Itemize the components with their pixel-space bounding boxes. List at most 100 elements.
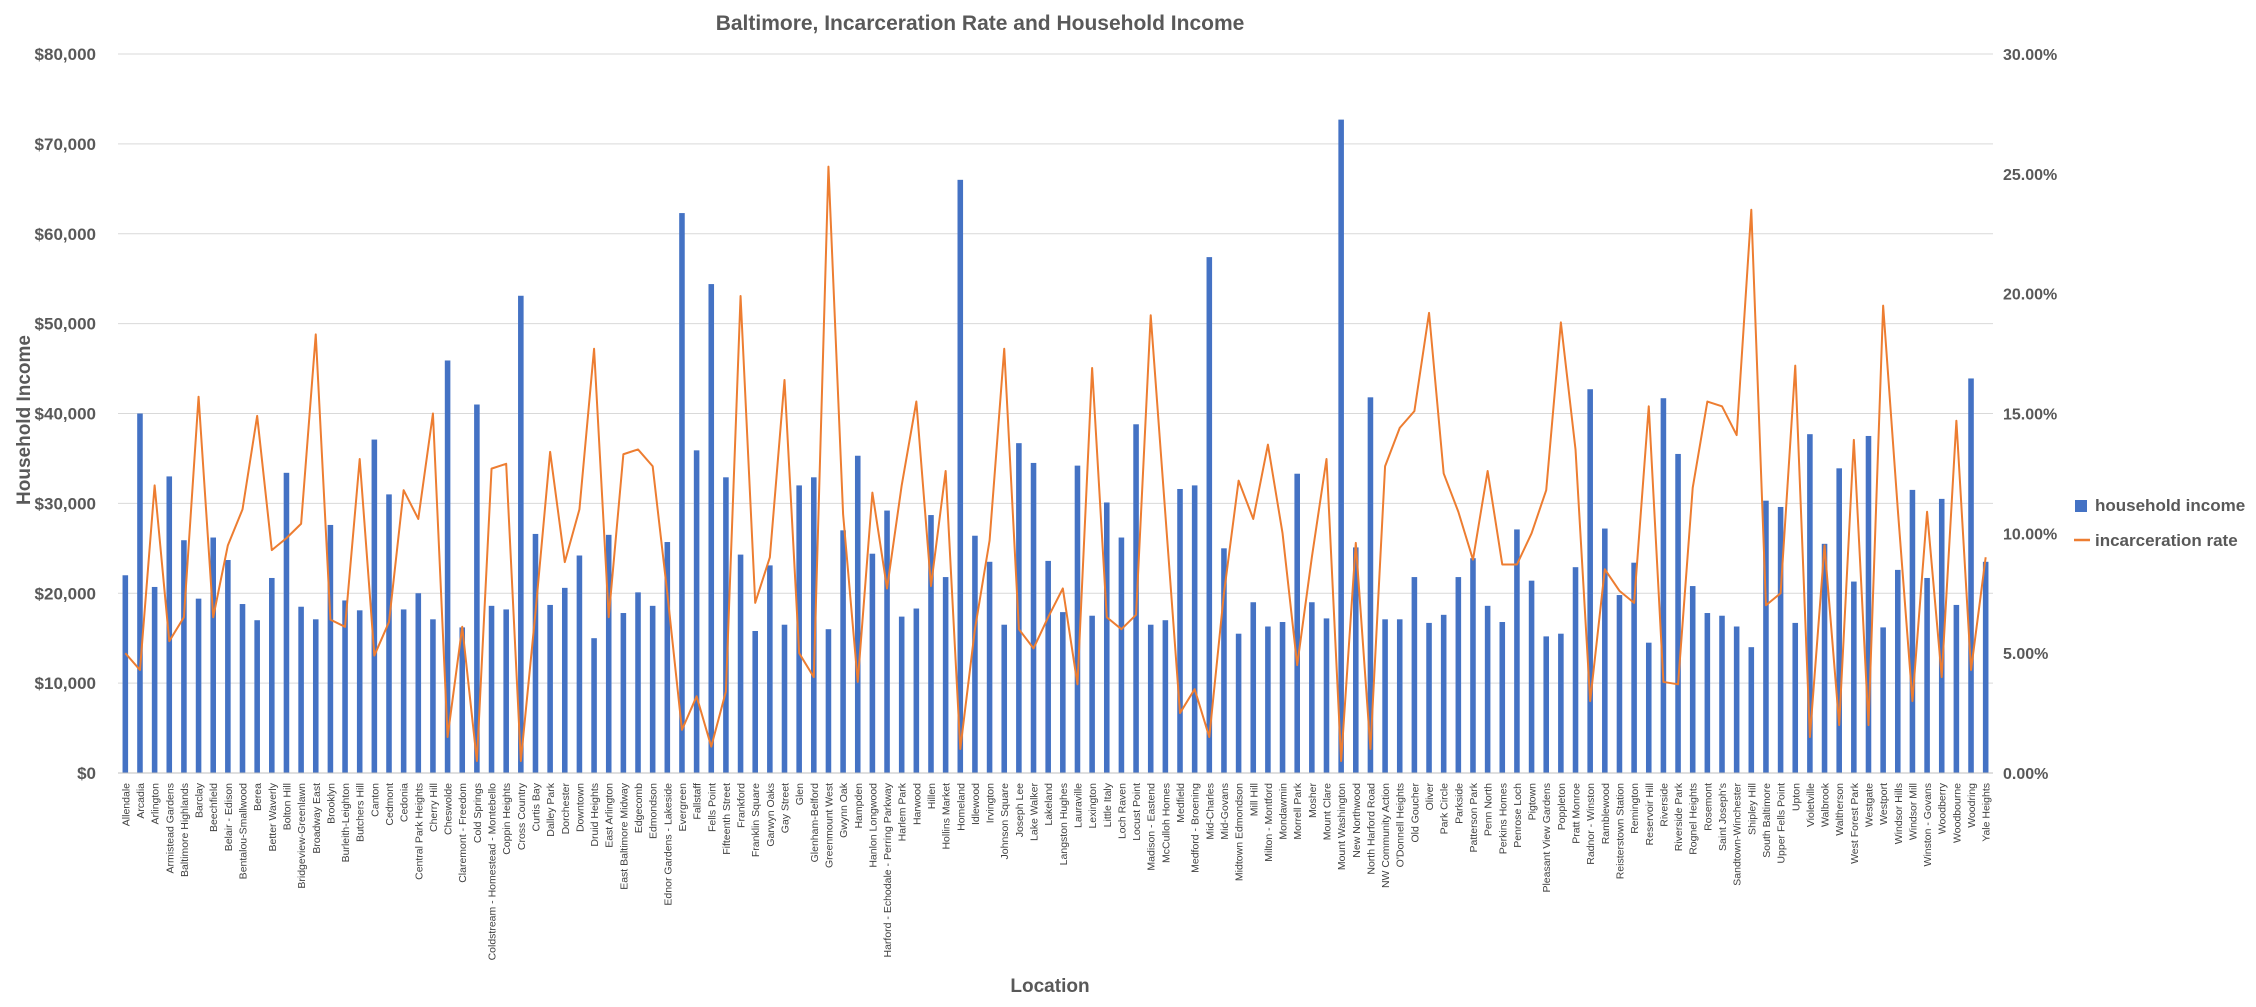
y2-tick-label: 10.00%	[2003, 526, 2057, 543]
x-tick-label: Armistead Gardens	[164, 783, 176, 873]
y2-tick-label: 15.00%	[2003, 407, 2057, 424]
y2-tick-label: 30.00%	[2003, 47, 2057, 64]
x-tick-label: Edgecomb	[633, 783, 645, 833]
bar	[1587, 389, 1593, 773]
x-tick-label: Idlewood	[970, 783, 982, 825]
bar	[225, 559, 231, 773]
x-tick-label: Woodbourne	[1951, 783, 1963, 843]
x-tick-label: Franklin Square	[750, 783, 762, 857]
bar	[386, 494, 392, 773]
x-tick-label: Harwood	[911, 783, 923, 825]
bar	[1338, 119, 1344, 773]
bar	[1645, 642, 1652, 773]
bar	[298, 606, 304, 773]
bar	[1250, 602, 1257, 773]
x-tick-label: NW Community Action	[1380, 783, 1392, 888]
x-tick-label: Cold Springs	[472, 783, 484, 843]
x-tick-label: Violetville	[1805, 783, 1817, 827]
bar	[811, 477, 817, 773]
bar	[1689, 586, 1696, 773]
x-tick-label: Yale Heights	[1981, 783, 1993, 842]
bar	[1279, 622, 1286, 773]
legend-label-income: household income	[2095, 496, 2245, 515]
x-tick-label: Harford - Echodale - Perring Parkway	[882, 782, 894, 957]
x-tick-label: South Baltimore	[1761, 783, 1773, 858]
bar	[986, 561, 993, 773]
bar	[459, 627, 466, 773]
bar	[474, 404, 480, 773]
bar	[122, 575, 129, 773]
x-tick-label: Riverside	[1658, 783, 1670, 827]
x-tick-label: New Northwood	[1351, 783, 1363, 858]
x-tick-label: Pigtown	[1527, 783, 1539, 821]
x-tick-label: East Baltimore Midway	[618, 782, 630, 890]
bar	[239, 604, 246, 773]
x-tick-label: Fells Point	[706, 783, 718, 832]
y-tick-label: $20,000	[35, 584, 96, 603]
x-tick-label: Mount Clare	[1322, 783, 1334, 840]
x-tick-label: Ramblewood	[1600, 783, 1612, 844]
bar	[1265, 626, 1271, 773]
x-tick-label: Shipley Hill	[1746, 783, 1758, 835]
x-tick-label: Johnson Square	[999, 783, 1011, 860]
x-tick-label: Loch Raven	[1116, 783, 1128, 839]
bar	[1572, 567, 1579, 773]
bar	[1001, 624, 1008, 773]
x-tick-label: Ednor Gardens - Lakeside	[662, 783, 674, 906]
bar	[576, 555, 583, 773]
bar	[166, 476, 173, 773]
bar	[210, 537, 216, 773]
x-tick-label: Upper Fells Point	[1776, 783, 1788, 864]
bar	[1030, 462, 1037, 773]
incarceration-line	[124, 165, 1987, 763]
category-labels: Allendale Arcadia Arlington Armistead Garde…	[120, 782, 1992, 960]
x-tick-label: Evergreen	[677, 783, 689, 832]
bar	[723, 477, 729, 773]
x-tick-label: Glen	[794, 783, 806, 805]
x-tick-label: Harlem Park	[897, 782, 909, 841]
x-tick-label: Garwyn Oaks	[765, 783, 777, 847]
x-tick-label: Woodberry	[1937, 782, 1949, 834]
x-tick-label: Waltherson	[1834, 783, 1846, 836]
x-tick-label: Mill Hill	[1248, 783, 1260, 816]
bar	[737, 554, 744, 773]
bar	[1865, 435, 1872, 773]
x-tick-label: Frankford	[736, 783, 748, 828]
x-tick-label: Penrose Loch	[1512, 783, 1524, 848]
bar	[342, 600, 348, 773]
bar	[1719, 615, 1725, 773]
x-tick-label: Downtown	[574, 783, 586, 832]
series-line	[124, 165, 1987, 763]
x-tick-label: Saint Joseph's	[1717, 783, 1729, 851]
x-tick-label: Broadway East	[311, 783, 323, 854]
bar	[898, 616, 905, 773]
bar	[1733, 626, 1740, 773]
x-tick-label: Dalley Park	[545, 782, 557, 836]
bar	[1411, 577, 1418, 773]
x-tick-label: Allendale	[120, 783, 132, 826]
x-tick-label: Cherry Hill	[428, 783, 440, 832]
x-tick-label: Belair - Edison	[223, 783, 235, 851]
x-tick-label: Barclay	[194, 782, 206, 818]
x-tick-label: Brooklyn	[325, 783, 337, 824]
y-tick-label: $0	[77, 764, 96, 783]
bar	[1309, 602, 1315, 773]
bar	[371, 439, 378, 773]
x-tick-label: Irvington	[985, 783, 997, 823]
bar	[605, 534, 612, 773]
bar	[312, 619, 319, 773]
y2-tick-label: 0.00%	[2003, 766, 2048, 783]
bar	[752, 630, 758, 773]
income-bars	[122, 119, 1989, 774]
x-tick-label: Penn North	[1483, 783, 1495, 836]
bar	[1821, 543, 1828, 773]
bar	[825, 629, 832, 773]
bar	[869, 553, 876, 773]
bar	[547, 604, 553, 773]
bar	[503, 609, 509, 773]
bar	[1045, 560, 1051, 773]
bar	[1118, 537, 1125, 773]
bar	[1177, 488, 1183, 773]
bar	[928, 515, 934, 773]
